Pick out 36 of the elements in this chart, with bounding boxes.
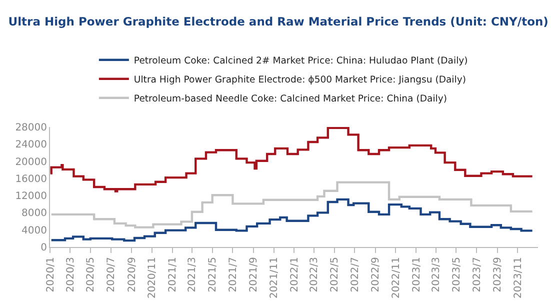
legend-label: Ultra High Power Graphite Electrode: ϕ500 Market Price: Jiangsu (Daily) (134, 74, 466, 86)
x-tick-label: 2020/3 (65, 257, 76, 292)
x-tick-label: 2020/7 (106, 257, 118, 292)
legend-label: Petroleum-based Needle Coke: Calcined Market Price: China (Daily) (134, 94, 447, 105)
x-tick-label: 2022/3 (309, 257, 320, 292)
x-tick-label: 2023/9 (492, 257, 504, 292)
y-tick-label: 4000 (22, 225, 47, 236)
x-tick-label: 2020/9 (126, 257, 138, 292)
x-tick-label: 2023/11 (512, 257, 524, 299)
y-tick-label: 24000 (15, 140, 47, 151)
x-tick-label: 2021/9 (248, 257, 260, 292)
legend-label: Petroleum Coke: Calcined 2# Market Price: China: Huludao Plant (Daily) (134, 56, 468, 67)
x-tick-label: 2020/5 (86, 257, 97, 292)
x-tick-label: 2020/1 (45, 257, 56, 292)
y-tick-label: 20000 (15, 156, 47, 168)
x-tick-label: 2022/7 (350, 257, 361, 292)
x-tick-label: 2021/1 (168, 257, 178, 292)
x-tick-label: 2021/7 (228, 257, 239, 292)
x-tick-label: 2023/3 (431, 257, 442, 292)
y-tick-label: 16000 (15, 174, 47, 185)
x-tick-label: 2023/1 (411, 257, 422, 292)
x-tick-label: 2021/5 (208, 257, 219, 292)
x-tick-label: 2023/7 (472, 257, 483, 292)
y-tick-label: 8000 (22, 208, 47, 220)
x-tick-label: 2022/11 (390, 257, 402, 299)
x-tick-label: 2023/5 (451, 257, 462, 292)
x-tick-label: 2022/5 (330, 257, 340, 292)
chart-title: Ultra High Power Graphite Electrode and Raw Material Price Trends (Unit: CNY/ton) (8, 14, 548, 28)
y-tick-label: 28000 (15, 122, 47, 134)
x-tick-label: 2020/11 (147, 257, 158, 299)
y-tick-label: 12000 (15, 191, 47, 202)
y-tick-label: 0 (40, 242, 47, 254)
x-tick-label: 2021/3 (187, 257, 198, 292)
x-tick-label: 2021/11 (269, 257, 280, 299)
x-tick-label: 2022/1 (289, 257, 300, 292)
x-tick-label: 2022/9 (370, 257, 382, 292)
